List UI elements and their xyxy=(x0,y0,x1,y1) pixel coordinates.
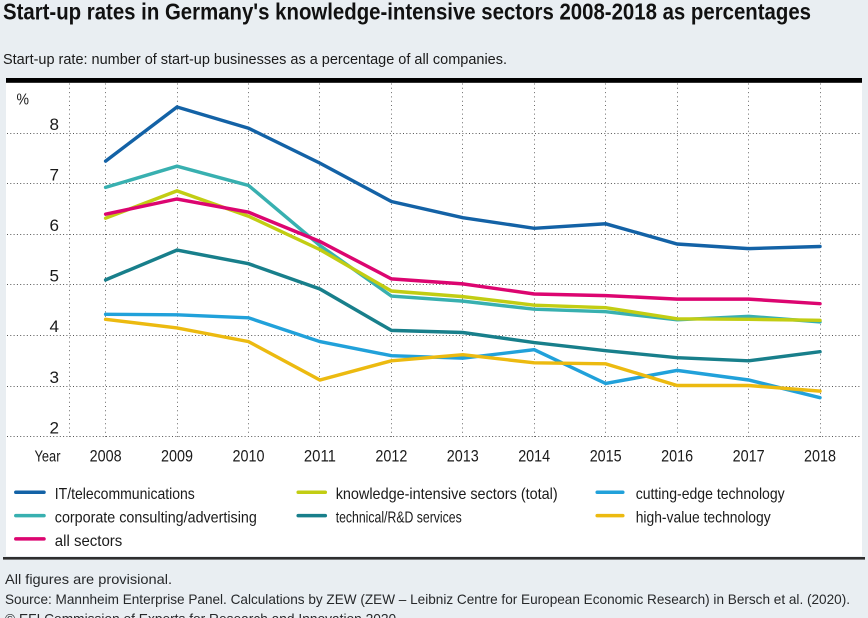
svg-text:5: 5 xyxy=(50,268,60,286)
svg-text:Year: Year xyxy=(35,449,61,466)
svg-text:high-value technology: high-value technology xyxy=(636,510,771,527)
svg-text:IT/telecommunications: IT/telecommunications xyxy=(55,486,195,503)
svg-text:Start-up rates in Germany's kn: Start-up rates in Germany's knowledge-in… xyxy=(3,0,811,25)
svg-text:2011: 2011 xyxy=(304,447,336,466)
svg-text:2014: 2014 xyxy=(518,447,550,466)
svg-text:cutting-edge technology: cutting-edge technology xyxy=(636,486,785,503)
svg-text:8: 8 xyxy=(50,116,60,134)
svg-text:© EFI Commission of Experts fo: © EFI Commission of Experts for Research… xyxy=(5,611,400,618)
svg-text:2016: 2016 xyxy=(661,447,693,466)
svg-text:knowledge-intensive sectors (t: knowledge-intensive sectors (total) xyxy=(336,486,558,503)
svg-text:6: 6 xyxy=(50,217,60,235)
svg-text:4: 4 xyxy=(50,318,60,336)
svg-text:3: 3 xyxy=(50,369,60,387)
svg-text:Source: Mannheim Enterprise Pa: Source: Mannheim Enterprise Panel. Calcu… xyxy=(5,592,850,607)
svg-text:All figures are provisional.: All figures are provisional. xyxy=(5,572,172,587)
svg-text:corporate consulting/advertisi: corporate consulting/advertising xyxy=(55,510,257,527)
svg-text:2017: 2017 xyxy=(733,447,765,466)
svg-text:2010: 2010 xyxy=(233,447,265,466)
svg-text:technical/R&D services: technical/R&D services xyxy=(336,510,462,527)
svg-text:2008: 2008 xyxy=(90,447,122,466)
svg-text:Start-up rate: number of start: Start-up rate: number of start-up busine… xyxy=(3,52,507,68)
svg-text:7: 7 xyxy=(50,167,60,185)
svg-text:2018: 2018 xyxy=(804,447,836,466)
svg-text:2013: 2013 xyxy=(447,447,479,466)
svg-text:2012: 2012 xyxy=(375,447,407,466)
svg-text:2009: 2009 xyxy=(161,447,193,466)
svg-text:%: % xyxy=(17,92,30,109)
svg-text:2: 2 xyxy=(50,419,60,437)
svg-text:all sectors: all sectors xyxy=(55,533,123,550)
svg-text:2015: 2015 xyxy=(590,447,622,466)
